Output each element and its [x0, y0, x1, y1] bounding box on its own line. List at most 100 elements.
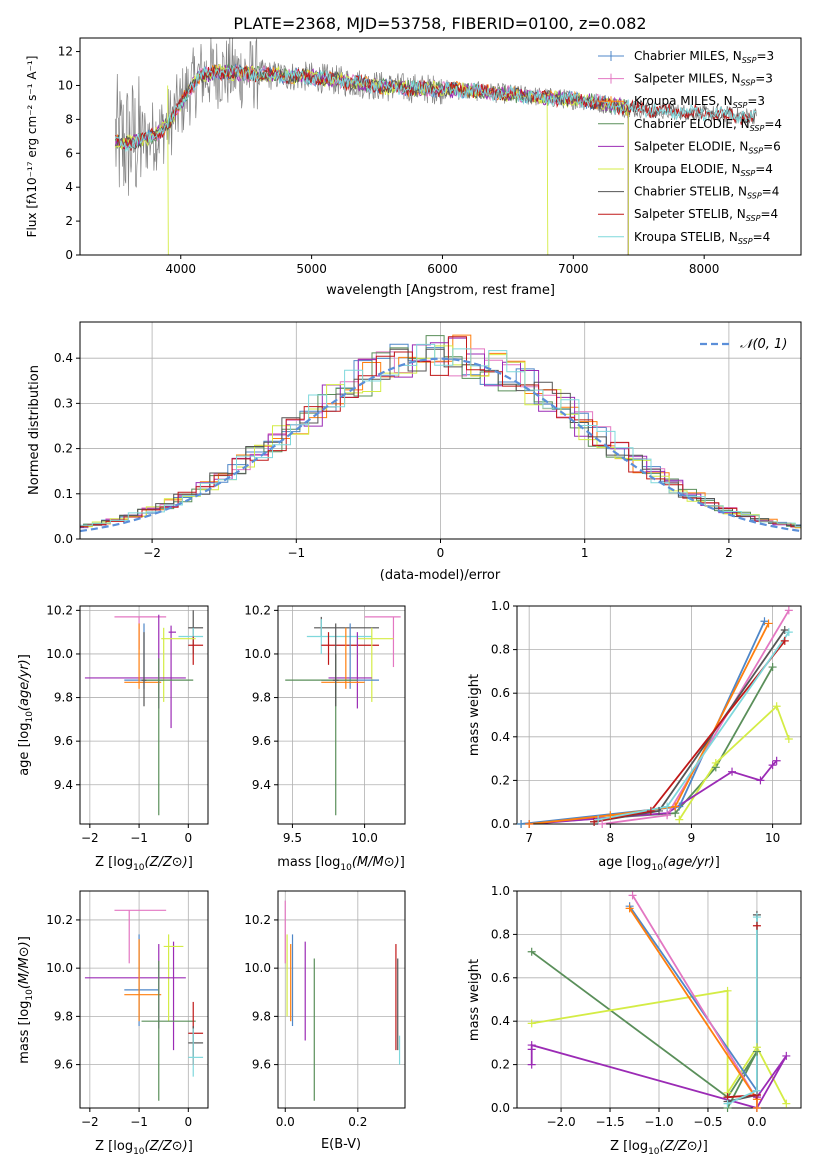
label-sub: 10 [25, 989, 35, 1001]
legend-sub: SSP [742, 56, 757, 65]
y-tick-label: 12 [58, 45, 73, 59]
x-tick-label: −0.5 [693, 1115, 722, 1129]
y-tick-label: 10.2 [46, 603, 73, 617]
weight-marker-salpeter_elodie [527, 1041, 536, 1050]
histogram-chabrier_stelib [80, 348, 801, 528]
weight-marker-kroupa_stelib [723, 1099, 732, 1108]
weight-marker-salpeter_elodie [768, 761, 777, 770]
y-tick-label: 10.2 [244, 913, 271, 927]
legend-text: =4 [764, 117, 782, 131]
legend-label: Kroupa ELODIE, NSSP=4 [634, 162, 773, 178]
label-sub: 10 [25, 711, 35, 723]
y-tick-label: 8 [65, 112, 73, 126]
y-tick-label: 10.0 [244, 961, 271, 975]
weight-marker-salpeter_stelib [752, 921, 761, 930]
label-part: (age/yr) [17, 659, 32, 711]
x-axis-label: Z [log10(Z/Z⊙)] [95, 855, 193, 873]
weight-line-salpeter_stelib [593, 640, 786, 823]
x-axis-label: mass [log10(M/M⊙)] [277, 855, 405, 873]
x-tick-label: −1 [130, 831, 148, 845]
y-axis-label: age [log10(age/yr)] [17, 654, 35, 776]
x-tick-label: 1 [581, 546, 589, 560]
label-part: (age/yr) [663, 855, 715, 870]
legend-sub: SSP [750, 124, 765, 133]
label-sub: 10 [648, 1147, 660, 1157]
y-tick-label: 0.0 [491, 1101, 510, 1115]
x-tick-label: −2 [81, 831, 99, 845]
plot-area [84, 909, 204, 1101]
x-tick-label: 9.5 [283, 831, 302, 845]
y-tick-label: 0.3 [54, 396, 73, 410]
weight-marker-kroupa_elodie [782, 1099, 791, 1108]
axes-frame [79, 37, 802, 256]
weight-marker-kroupa_stelib [752, 1086, 761, 1095]
weight-marker-salpeter_elodie [772, 756, 781, 765]
weight-marker-kroupa_elodie [772, 702, 781, 711]
legend-sub: SSP [747, 192, 762, 201]
histogram-salpeter_miles [80, 348, 801, 528]
legend-text: =4 [762, 185, 780, 199]
legend-sub: SSP [741, 79, 756, 88]
legend-text: =4 [753, 230, 771, 244]
x-axis-label: (data-model)/error [380, 568, 501, 583]
y-tick-label: 0.0 [491, 817, 510, 831]
histogram-chabrier_miles [80, 343, 801, 528]
age-vs-metallicity-panel: −2 −1 09.49.69.810.010.2Z [log10(Z/Z⊙)]age… [17, 603, 209, 873]
y-tick-label: 0.1 [54, 487, 73, 501]
weight-marker-kroupa_miles [671, 802, 680, 811]
x-tick-label: 0 [184, 831, 192, 845]
x-axis-label: E(B-V) [321, 1137, 361, 1152]
label-part: Z [log [95, 855, 133, 870]
x-tick-label: 8 [606, 831, 614, 845]
y-tick-label: 0.2 [491, 1058, 510, 1072]
y-axis-label: mass weight [467, 959, 482, 1041]
weight-marker-kroupa_stelib [752, 913, 761, 922]
legend-sub: SSP [738, 237, 753, 246]
legend-text: =4 [755, 162, 773, 176]
legend-label: Salpeter STELIB, NSSP=4 [634, 207, 778, 223]
model-line-chabrier_stelib [115, 64, 757, 150]
legend-sub: SSP [733, 101, 748, 110]
legend-sub: SSP [741, 169, 756, 178]
plot-area [521, 609, 790, 824]
label-part: ] [188, 1139, 193, 1154]
y-tick-label: 9.8 [252, 691, 271, 705]
legend-label: Chabrier ELODIE, NSSP=4 [634, 117, 782, 133]
weight-marker-kroupa_miles [764, 619, 773, 628]
mass-vs-metallicity-panel: −2 −1 09.69.810.010.2Z [log10(Z/Z⊙)]mass [… [17, 890, 209, 1157]
weight-marker-salpeter_elodie [527, 1060, 536, 1069]
x-tick-label: 8000 [689, 262, 720, 276]
legend-label: 𝒩(0, 1) [740, 337, 787, 352]
histogram-salpeter_stelib [80, 336, 801, 528]
figure-title: PLATE=2368, MJD=53758, FIBERID=0100, z=0… [233, 14, 646, 33]
legend-text: Chabrier MILES, N [634, 49, 742, 63]
y-tick-label: 10.2 [46, 913, 73, 927]
legend-text: Chabrier ELODIE, N [634, 117, 750, 131]
y-tick-label: 6 [65, 146, 73, 160]
weight-marker-chabrier_miles [760, 617, 769, 626]
label-part: (Z/Z⊙) [145, 1139, 188, 1154]
label-part: age [log [17, 723, 32, 776]
normal-curve [80, 357, 801, 533]
x-tick-label: −1 [287, 546, 305, 560]
mass-vs-ebv-panel: 0.0 0.2 9.6 9.8 10.0 10.2 E(B-V) [244, 890, 406, 1152]
weight-marker-kroupa_elodie [711, 758, 720, 767]
legend-sub: SSP [746, 214, 761, 223]
weight-marker-kroupa_elodie [675, 815, 684, 824]
weight-marker-salpeter_miles [784, 606, 793, 615]
plot-area [284, 900, 401, 1101]
label-part: ] [703, 1139, 708, 1154]
y-tick-label: 0.2 [491, 773, 510, 787]
x-tick-label: 0.0 [276, 1115, 295, 1129]
x-tick-label: −2.0 [546, 1115, 575, 1129]
legend-label: Kroupa MILES, NSSP=3 [634, 94, 765, 110]
y-tick-label: 9.4 [54, 778, 73, 792]
weight-marker-kroupa_miles [625, 904, 634, 913]
plot-area [84, 610, 204, 816]
label-part: ] [400, 855, 405, 870]
x-tick-label: 2 [725, 546, 733, 560]
axes-frame [277, 890, 406, 1109]
y-axis-label: mass [log10(M/M⊙)] [17, 936, 35, 1064]
legend-text: Salpeter STELIB, N [634, 207, 746, 221]
label-sub: 10 [133, 863, 145, 873]
